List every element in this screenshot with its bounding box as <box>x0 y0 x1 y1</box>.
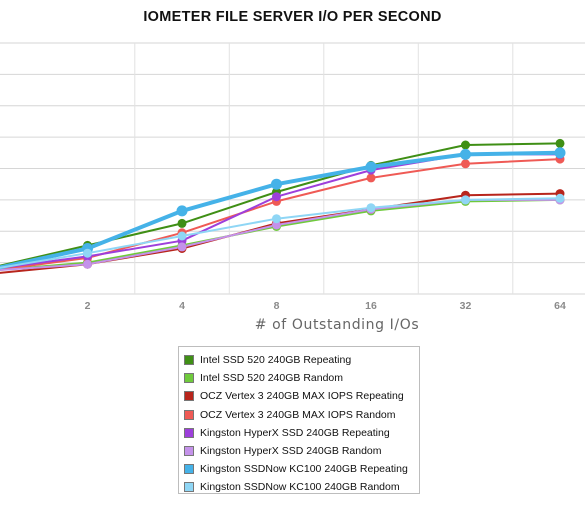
data-point <box>272 220 281 230</box>
chart-title: IOMETER FILE SERVER I/O PER SECOND <box>143 9 442 25</box>
legend-label: Kingston HyperX SSD 240GB Repeating <box>200 426 390 439</box>
data-point <box>176 205 188 217</box>
legend-item: Kingston SSDNow KC100 240GB Random <box>184 478 419 496</box>
data-point <box>272 192 281 202</box>
data-point <box>177 231 187 241</box>
data-point <box>366 203 376 213</box>
legend-item: OCZ Vertex 3 240GB MAX IOPS Repeating <box>184 387 419 405</box>
data-point <box>83 248 92 258</box>
legend-swatch <box>184 373 194 384</box>
legend-item: Kingston SSDNow KC100 240GB Repeating <box>184 460 419 478</box>
legend-item: Intel SSD 520 240GB Random <box>184 369 419 387</box>
data-point <box>461 159 470 169</box>
data-point <box>83 259 92 269</box>
data-point <box>177 218 187 228</box>
x-axis-label: # of Outstanding I/Os <box>254 317 420 333</box>
legend-swatch <box>184 427 194 438</box>
legend-label: Intel SSD 520 240GB Random <box>200 372 344 385</box>
data-point <box>461 195 470 205</box>
legend-label: OCZ Vertex 3 240GB MAX IOPS Random <box>200 408 396 421</box>
x-tick-label: 8 <box>274 300 280 312</box>
x-tick-label: 2 <box>85 300 91 312</box>
legend-swatch <box>184 482 194 493</box>
legend-item: Kingston HyperX SSD 240GB Repeating <box>184 424 419 442</box>
data-point <box>555 138 565 148</box>
x-tick-label: 64 <box>554 300 566 312</box>
series-points <box>82 138 566 269</box>
data-point <box>365 161 377 173</box>
legend: Intel SSD 520 240GB Repeating Intel SSD 5… <box>178 346 420 494</box>
legend-item: OCZ Vertex 3 240GB MAX IOPS Random <box>184 406 419 424</box>
x-tick-labels: 2 4 8 16 32 64 <box>85 300 566 312</box>
data-point <box>554 147 566 159</box>
legend-item: Kingston HyperX SSD 240GB Random <box>184 442 419 460</box>
legend-label: OCZ Vertex 3 240GB MAX IOPS Repeating <box>200 390 404 403</box>
legend-item: Intel SSD 520 240GB Repeating <box>184 351 419 369</box>
data-point <box>555 193 565 203</box>
line-chart: 2 4 8 16 32 64 <box>0 42 585 312</box>
legend-swatch <box>184 355 194 366</box>
legend-label: Kingston SSDNow KC100 240GB Repeating <box>200 463 408 476</box>
legend-swatch <box>184 446 194 457</box>
legend-label: Kingston SSDNow KC100 240GB Random <box>200 481 400 494</box>
legend-swatch <box>184 464 194 475</box>
x-tick-label: 32 <box>460 300 472 312</box>
legend-swatch <box>184 391 194 402</box>
data-point <box>272 214 281 224</box>
data-point <box>177 242 187 252</box>
data-point <box>461 140 470 150</box>
legend-label: Intel SSD 520 240GB Repeating <box>200 354 352 367</box>
data-point <box>271 178 282 190</box>
data-point <box>460 148 471 160</box>
x-tick-label: 4 <box>179 300 185 312</box>
data-point <box>366 173 376 183</box>
legend-swatch <box>184 409 194 420</box>
legend-label: Kingston HyperX SSD 240GB Random <box>200 445 382 458</box>
x-tick-label: 16 <box>365 300 377 312</box>
